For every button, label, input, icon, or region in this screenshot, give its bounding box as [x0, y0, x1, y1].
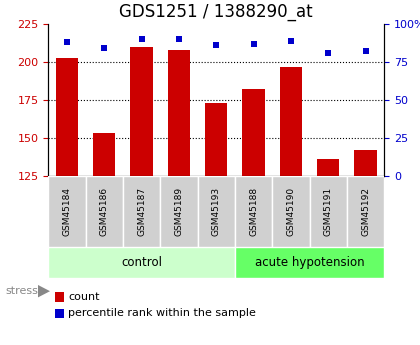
Bar	[48, 247, 235, 278]
Text: percentile rank within the sample: percentile rank within the sample	[68, 308, 256, 318]
Bar	[347, 176, 384, 247]
Bar	[235, 247, 384, 278]
Bar	[160, 176, 198, 247]
Bar	[280, 67, 302, 176]
Text: GSM45188: GSM45188	[249, 187, 258, 236]
Point	[325, 50, 332, 56]
Text: GSM45191: GSM45191	[324, 187, 333, 236]
Bar	[86, 176, 123, 247]
Bar	[55, 292, 64, 302]
Bar	[354, 150, 377, 176]
Bar	[55, 309, 64, 318]
Text: GSM45189: GSM45189	[174, 187, 184, 236]
Bar	[317, 159, 339, 176]
Text: GSM45190: GSM45190	[286, 187, 295, 236]
Point	[250, 41, 257, 47]
Bar	[310, 176, 347, 247]
Text: stress: stress	[5, 286, 38, 296]
Bar	[242, 89, 265, 176]
Bar	[205, 103, 228, 176]
Point	[213, 43, 220, 48]
Point	[63, 40, 70, 45]
Bar	[272, 176, 310, 247]
Point	[101, 46, 108, 51]
Text: GSM45184: GSM45184	[63, 187, 71, 236]
Bar	[235, 176, 272, 247]
Text: control: control	[121, 256, 162, 269]
Text: GSM45187: GSM45187	[137, 187, 146, 236]
Bar	[48, 176, 86, 247]
Polygon shape	[38, 285, 50, 297]
Bar	[198, 176, 235, 247]
Text: GSM45192: GSM45192	[361, 187, 370, 236]
Point	[362, 49, 369, 54]
Bar	[93, 134, 116, 176]
Bar	[56, 58, 78, 176]
Text: GSM45186: GSM45186	[100, 187, 109, 236]
Text: GSM45193: GSM45193	[212, 187, 221, 236]
Point	[138, 37, 145, 42]
Text: acute hypotension: acute hypotension	[255, 256, 365, 269]
Title: GDS1251 / 1388290_at: GDS1251 / 1388290_at	[119, 3, 313, 21]
Bar	[131, 47, 153, 176]
Point	[176, 37, 182, 42]
Text: count: count	[68, 292, 100, 302]
Point	[288, 38, 294, 43]
Bar	[168, 50, 190, 176]
Bar	[123, 176, 160, 247]
